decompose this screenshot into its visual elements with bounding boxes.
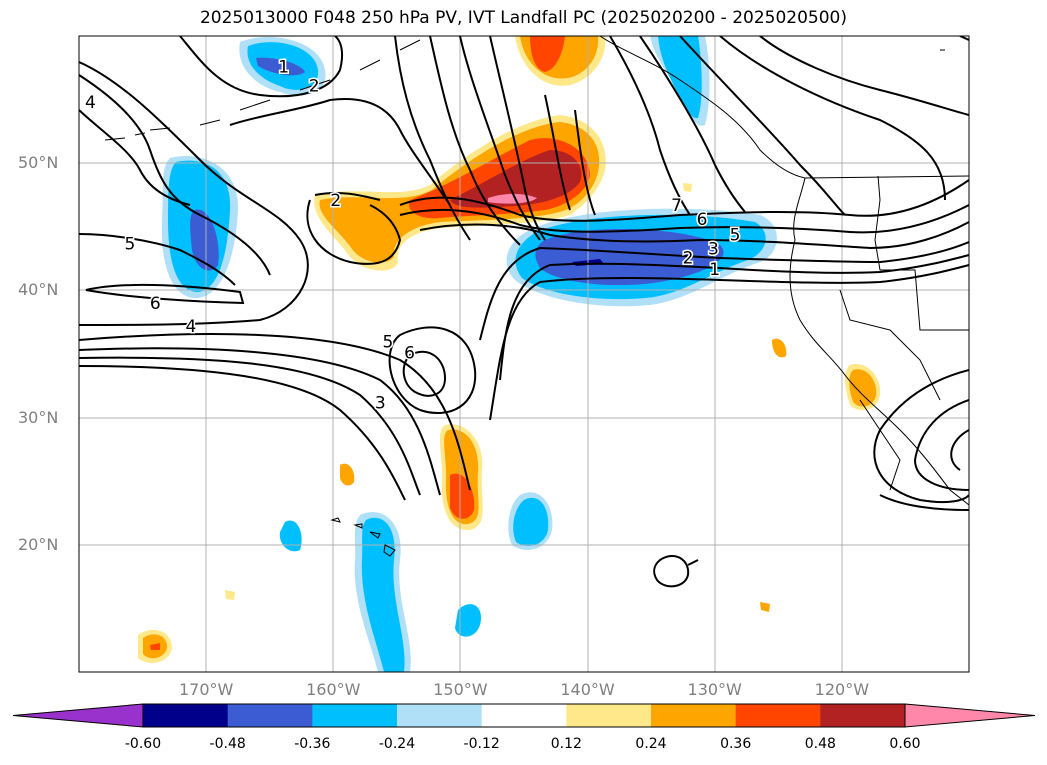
colorbar-tick-label: -0.24: [378, 736, 416, 752]
contour-label: 5: [383, 332, 394, 352]
contour-label: 2: [683, 248, 694, 268]
lat-tick-label: 20°N: [18, 534, 59, 554]
colorbar-tick-label: -0.36: [294, 736, 331, 752]
colorbar-extend-min: [12, 703, 144, 728]
colorbar-segment: [481, 704, 567, 727]
pv-contours: [79, 36, 969, 588]
contour-label: 1: [709, 260, 720, 280]
colorbar-segment: [820, 704, 906, 727]
colorbar-tick-label: -0.48: [209, 736, 246, 752]
map-frame: [78, 35, 970, 673]
lon-tick-label: 130°W: [687, 680, 742, 699]
colorbar-segment: [735, 704, 821, 727]
contour-label: 3: [708, 239, 719, 259]
contour-label: 3: [375, 393, 386, 413]
colorbar-tick-label: 0.12: [550, 736, 582, 752]
contour-label: 5: [730, 225, 741, 245]
colorbar-segment: [312, 704, 398, 727]
colorbar-segment: [397, 704, 483, 727]
map-title: 2025013000 F048 250 hPa PV, IVT Landfall…: [199, 8, 847, 28]
colorbar-extend-max: [904, 703, 1036, 728]
lon-tick-label: 170°W: [178, 680, 234, 699]
colorbar-segment: [566, 704, 652, 727]
colorbar-tick-label: 0.24: [635, 736, 667, 752]
lat-tick-label: 50°N: [18, 153, 59, 173]
contour-label: 6: [150, 294, 161, 314]
coastlines: [104, 36, 969, 506]
colorbar-tick-label: 0.48: [804, 736, 836, 752]
colorbar-segment: [651, 704, 737, 727]
lat-tick-label: 30°N: [18, 407, 59, 427]
lon-tick-label: 140°W: [560, 680, 615, 699]
colorbar-tick-label: 0.60: [889, 736, 921, 752]
contour-label: 4: [85, 93, 96, 113]
contour-label: 5: [124, 234, 135, 254]
contour-label: 6: [697, 210, 708, 230]
colorbar-tick-label: 0.36: [720, 736, 752, 752]
lon-tick-label: 160°W: [306, 680, 361, 699]
contour-label: 1: [278, 58, 289, 78]
lat-tick-label: 40°N: [18, 280, 59, 300]
contour-label: 7: [671, 196, 682, 216]
contour-label: 4: [185, 317, 196, 337]
colorbar-tick-label: -0.60: [124, 736, 162, 752]
contour-label: 6: [404, 344, 415, 364]
colorbar-segment: [227, 704, 313, 727]
contour-label: 2: [309, 77, 320, 97]
lon-tick-label: 150°W: [433, 680, 488, 699]
contour-label: 2: [330, 191, 341, 211]
lon-tick-label: 120°W: [814, 680, 870, 699]
colorbar-segment: [143, 704, 229, 727]
colorbar-tick-label: -0.12: [463, 736, 500, 752]
hawaiian-islands: [330, 517, 396, 557]
